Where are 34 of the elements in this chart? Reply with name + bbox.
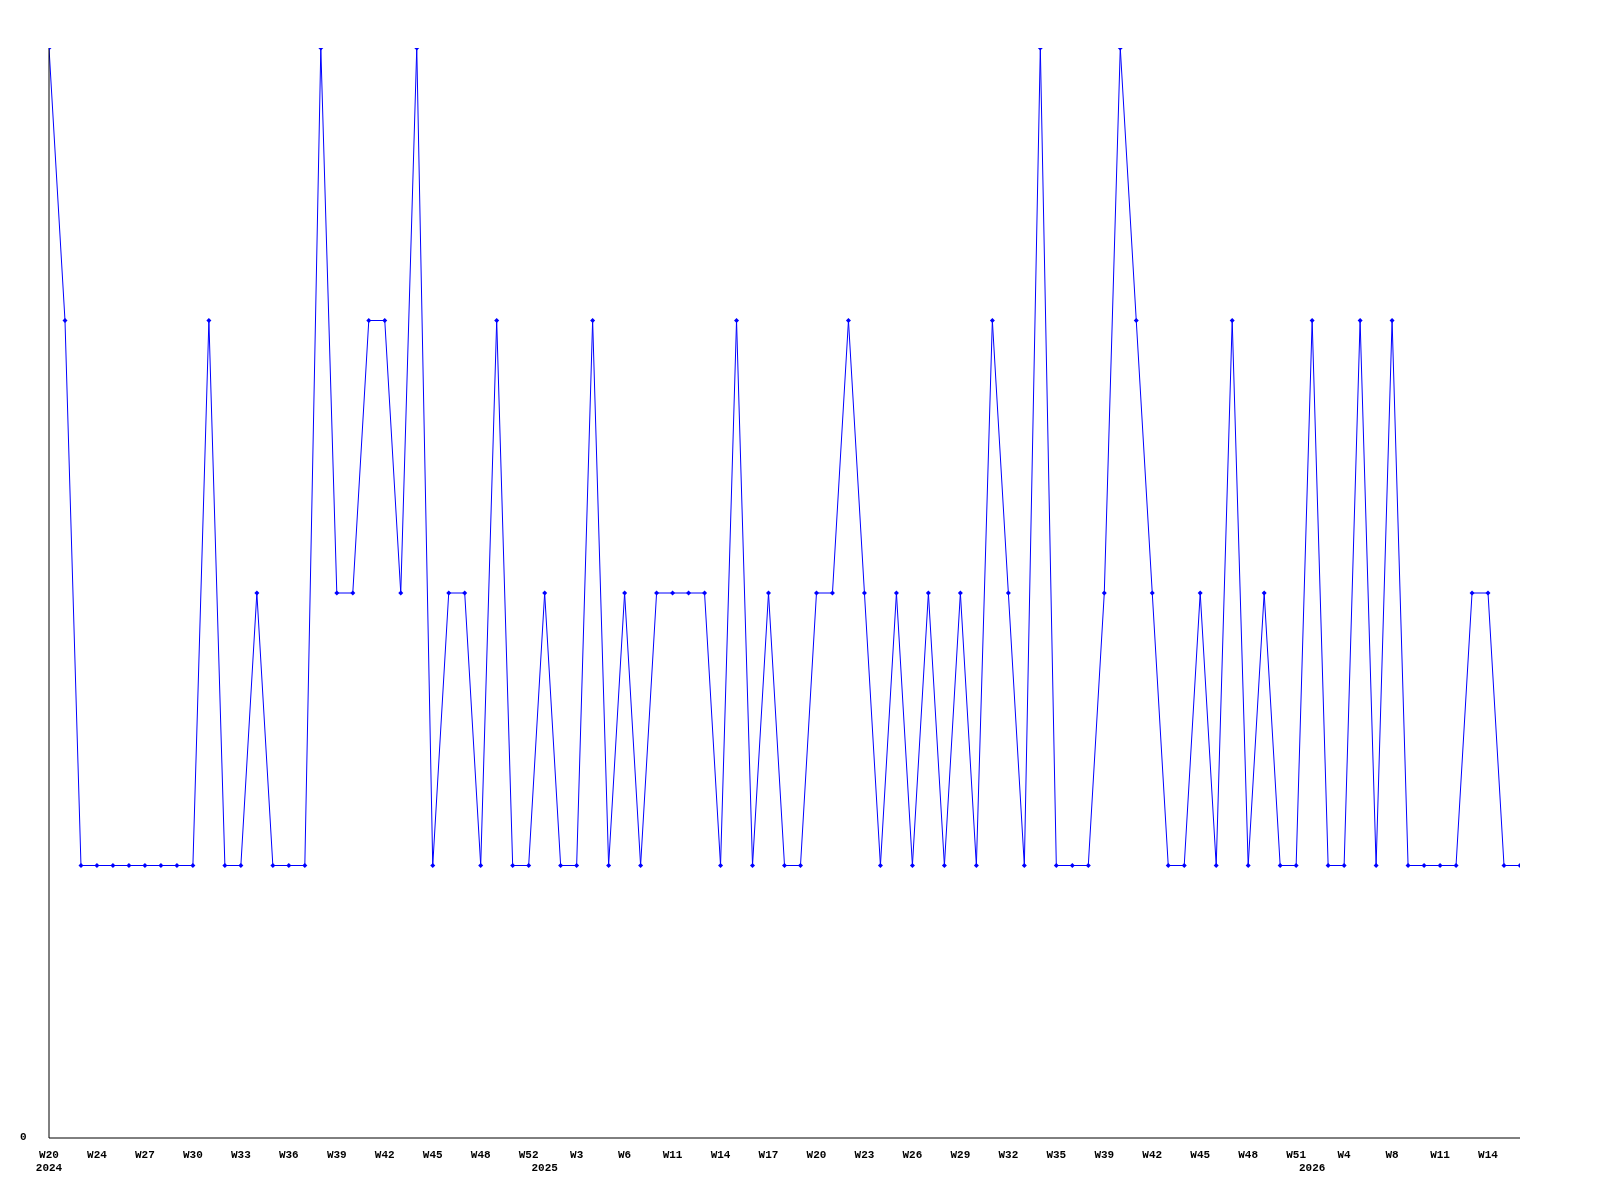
x-tick-label: W14 [1478, 1149, 1499, 1161]
x-tick-label: W14 [710, 1149, 731, 1161]
x-tick-label: W33 [230, 1149, 252, 1161]
x-tick-label: W20 2024 [35, 1149, 63, 1174]
x-tick-label: W17 [758, 1149, 779, 1161]
x-tick-label: W39 [326, 1149, 347, 1161]
x-tick-label: W45 [1190, 1149, 1211, 1161]
x-tick-label: W42 [374, 1149, 395, 1161]
x-tick-label: W30 [183, 1149, 203, 1161]
x-tick-label: W51 [1286, 1149, 1307, 1161]
x-tick-label: W26 [902, 1149, 923, 1161]
x-tick-label: W4 [1337, 1149, 1352, 1161]
x-tick-label: W45 [422, 1149, 444, 1161]
x-tick-label: W11 [662, 1149, 683, 1161]
x-tick-label: W39 [1094, 1149, 1115, 1161]
x-tick-label: W36 [278, 1149, 299, 1161]
x-tick-label: 2026 [1298, 1162, 1326, 1174]
x-tick-label: W29 [950, 1149, 971, 1161]
x-tick-label: W42 [1142, 1149, 1163, 1161]
x-tick-label: W3 [570, 1149, 584, 1161]
x-tick-label: W27 [135, 1149, 155, 1161]
x-tick-label: W52 [518, 1149, 539, 1161]
x-tick-label: W48 [470, 1149, 491, 1161]
x-tick-label: W23 [854, 1149, 875, 1161]
x-tick-label: W20 [806, 1149, 827, 1161]
x-tick-label: W24 [87, 1149, 108, 1161]
x-tick-label: W48 [1238, 1149, 1259, 1161]
x-tick-label: W35 [1046, 1149, 1067, 1161]
x-tick-label: W11 [1430, 1149, 1451, 1161]
x-tick-label: W32 [998, 1149, 1019, 1161]
x-tick-label: W8 [1385, 1149, 1400, 1161]
text: 0 [20, 1131, 27, 1143]
x-tick-label: 2025 [531, 1162, 559, 1174]
x-tick-label: W6 [618, 1149, 632, 1161]
